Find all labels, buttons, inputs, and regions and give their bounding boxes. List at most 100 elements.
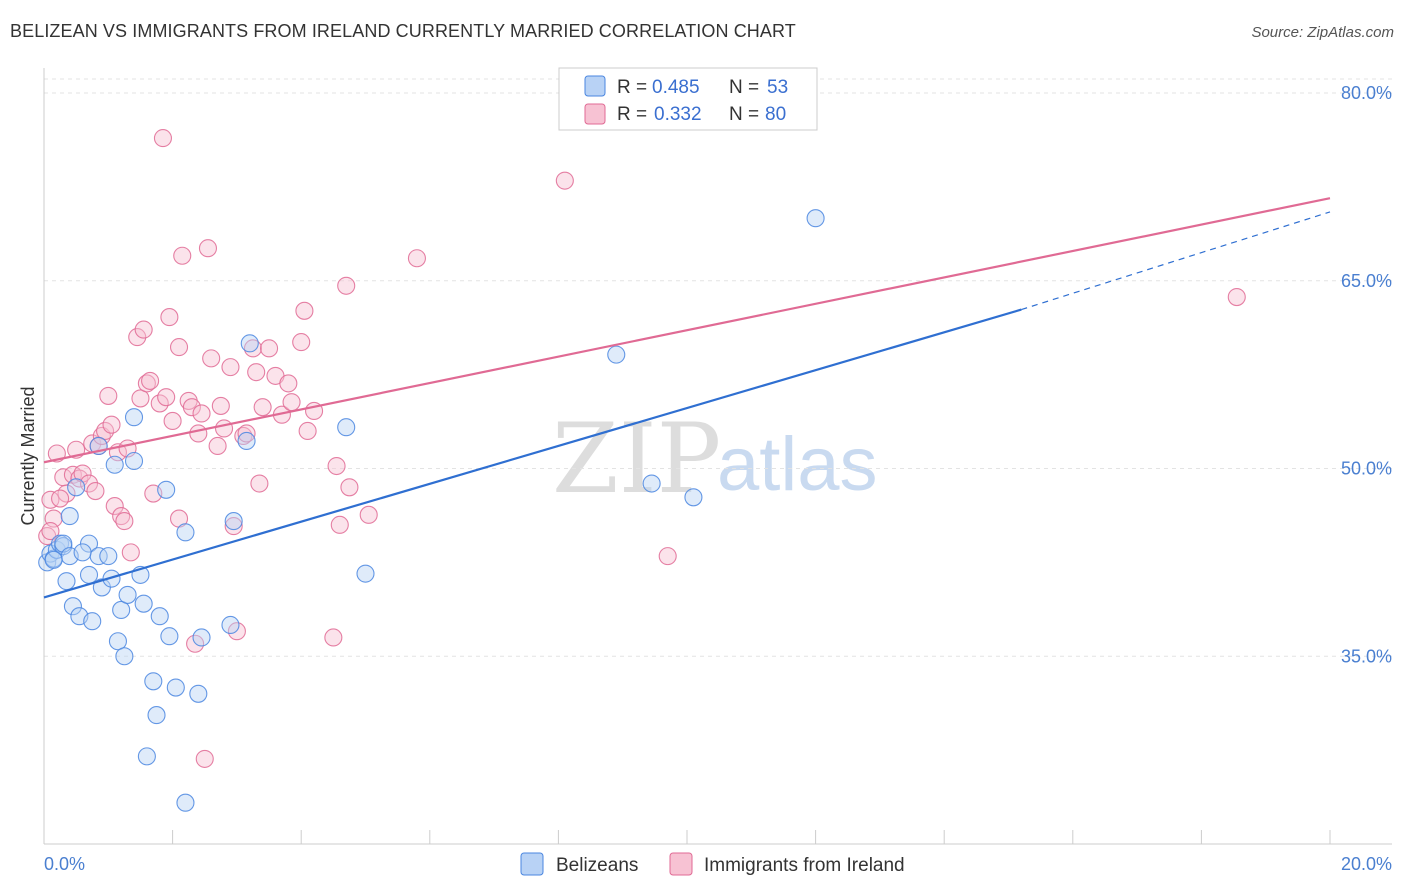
legend-n-value-pink: 80 [765, 104, 786, 125]
belizean-point-42 [240, 334, 259, 353]
ireland-point-24 [128, 328, 147, 347]
ireland-point-16 [99, 386, 118, 405]
legend-n-label-blue: N = [729, 77, 759, 98]
y-tick-label-80: 80.0% [1341, 83, 1392, 103]
y-tick-label-35: 35.0% [1341, 646, 1392, 666]
belizean-point-21 [112, 600, 131, 619]
ireland-point-33 [160, 308, 179, 327]
ireland-point-52 [234, 426, 253, 446]
ireland-point-31 [153, 129, 173, 148]
ireland-point-27 [137, 374, 156, 393]
ireland-point-55 [247, 363, 266, 382]
belizean-point-39 [221, 615, 240, 635]
watermark-zip: ZIP [552, 403, 721, 515]
ireland-point-44 [198, 239, 218, 258]
bottom-legend: Belizeans Immigrants from Ireland [520, 852, 905, 876]
belizean-trendline [43, 308, 1022, 599]
y-tick-label-65: 65.0% [1341, 271, 1392, 291]
belizean-point-40 [224, 512, 243, 531]
ireland-point-67 [324, 628, 343, 647]
ireland-point-74 [555, 171, 574, 190]
belizean-point-48 [806, 209, 825, 228]
ireland-point-54 [243, 339, 263, 358]
ireland-point-37 [173, 246, 192, 265]
belizean-points [38, 209, 825, 812]
belizean-point-51 [44, 550, 63, 569]
ireland-point-45 [202, 349, 221, 368]
y-axis-label: Currently Married [18, 386, 38, 525]
belizean-point-9 [67, 478, 86, 497]
ireland-point-49 [221, 358, 240, 377]
ireland-point-70 [337, 276, 356, 295]
ireland-point-21 [115, 512, 134, 531]
belizean-point-12 [79, 565, 99, 584]
ireland-point-57 [253, 398, 272, 417]
ireland-trendline [43, 197, 1331, 464]
ireland-point-18 [105, 497, 124, 516]
chart-title: BELIZEAN VS IMMIGRANTS FROM IRELAND CURR… [10, 21, 796, 41]
belizean-point-25 [124, 408, 144, 427]
ireland-point-79 [51, 489, 70, 508]
ireland-point-12 [86, 481, 105, 501]
ireland-point-78 [41, 522, 60, 541]
x-tick-label-min: 0.0% [44, 854, 85, 874]
belizean-point-32 [157, 480, 176, 499]
ireland-point-69 [330, 515, 349, 534]
belizean-point-31 [150, 607, 169, 626]
ireland-point-26 [134, 320, 153, 339]
legend-n-value-blue: 53 [767, 77, 788, 98]
belizean-point-13 [83, 612, 102, 631]
ireland-point-47 [211, 396, 230, 415]
belizean-point-17 [99, 547, 118, 566]
ireland-point-25 [131, 389, 150, 408]
ireland-point-72 [359, 505, 378, 524]
belizean-point-45 [607, 345, 626, 364]
x-tick-label-max: 20.0% [1341, 854, 1392, 874]
ireland-point-42 [192, 404, 211, 423]
belizean-point-19 [105, 455, 124, 474]
legend-r-label-blue: R = [617, 77, 647, 98]
belizean-point-20 [108, 632, 127, 651]
bottom-legend-ireland: Immigrants from Ireland [704, 855, 905, 876]
y-tick-labels: 35.0% 50.0% 65.0% 80.0% [1341, 83, 1392, 666]
ireland-point-64 [295, 301, 314, 320]
belizean-point-30 [137, 747, 156, 766]
belizean-point-52 [73, 543, 92, 562]
ireland-point-50 [224, 517, 243, 536]
ireland-point-65 [298, 421, 317, 441]
ireland-point-39 [182, 398, 201, 417]
belizean-point-38 [192, 628, 211, 647]
ireland-point-61 [279, 374, 298, 393]
trend-lines [43, 197, 1331, 599]
ireland-point-58 [259, 339, 279, 358]
legend-n-label-pink: N = [729, 104, 759, 125]
ireland-point-41 [189, 424, 208, 443]
belizean-point-41 [237, 431, 256, 451]
belizean-point-27 [134, 594, 153, 613]
belizean-point-8 [63, 597, 82, 616]
belizean-point-34 [166, 678, 185, 697]
ireland-point-23 [121, 543, 140, 562]
ireland-point-17 [102, 415, 121, 434]
ireland-point-53 [237, 424, 256, 443]
ireland-point-36 [169, 338, 189, 357]
belizean-point-44 [356, 564, 375, 583]
belizean-point-23 [118, 585, 137, 604]
legend-r-value-blue: 0.485 [652, 77, 700, 98]
ireland-point-46 [208, 436, 227, 456]
gridlines [44, 78, 1392, 657]
belizean-point-47 [684, 488, 703, 507]
ireland-point-34 [163, 411, 182, 431]
ireland-point-75 [658, 547, 677, 566]
belizean-point-7 [60, 507, 79, 526]
belizean-point-6 [57, 572, 76, 591]
y-tick-label-50: 50.0% [1341, 459, 1392, 479]
ireland-point-48 [214, 419, 234, 438]
watermark-atlas: atlas [717, 422, 878, 507]
ireland-point-68 [327, 456, 346, 476]
source-label: Source: ZipAtlas.com [1251, 24, 1394, 41]
ireland-point-20 [112, 507, 131, 526]
belizean-trendline-extension [1021, 211, 1331, 311]
belizean-point-28 [144, 672, 163, 691]
